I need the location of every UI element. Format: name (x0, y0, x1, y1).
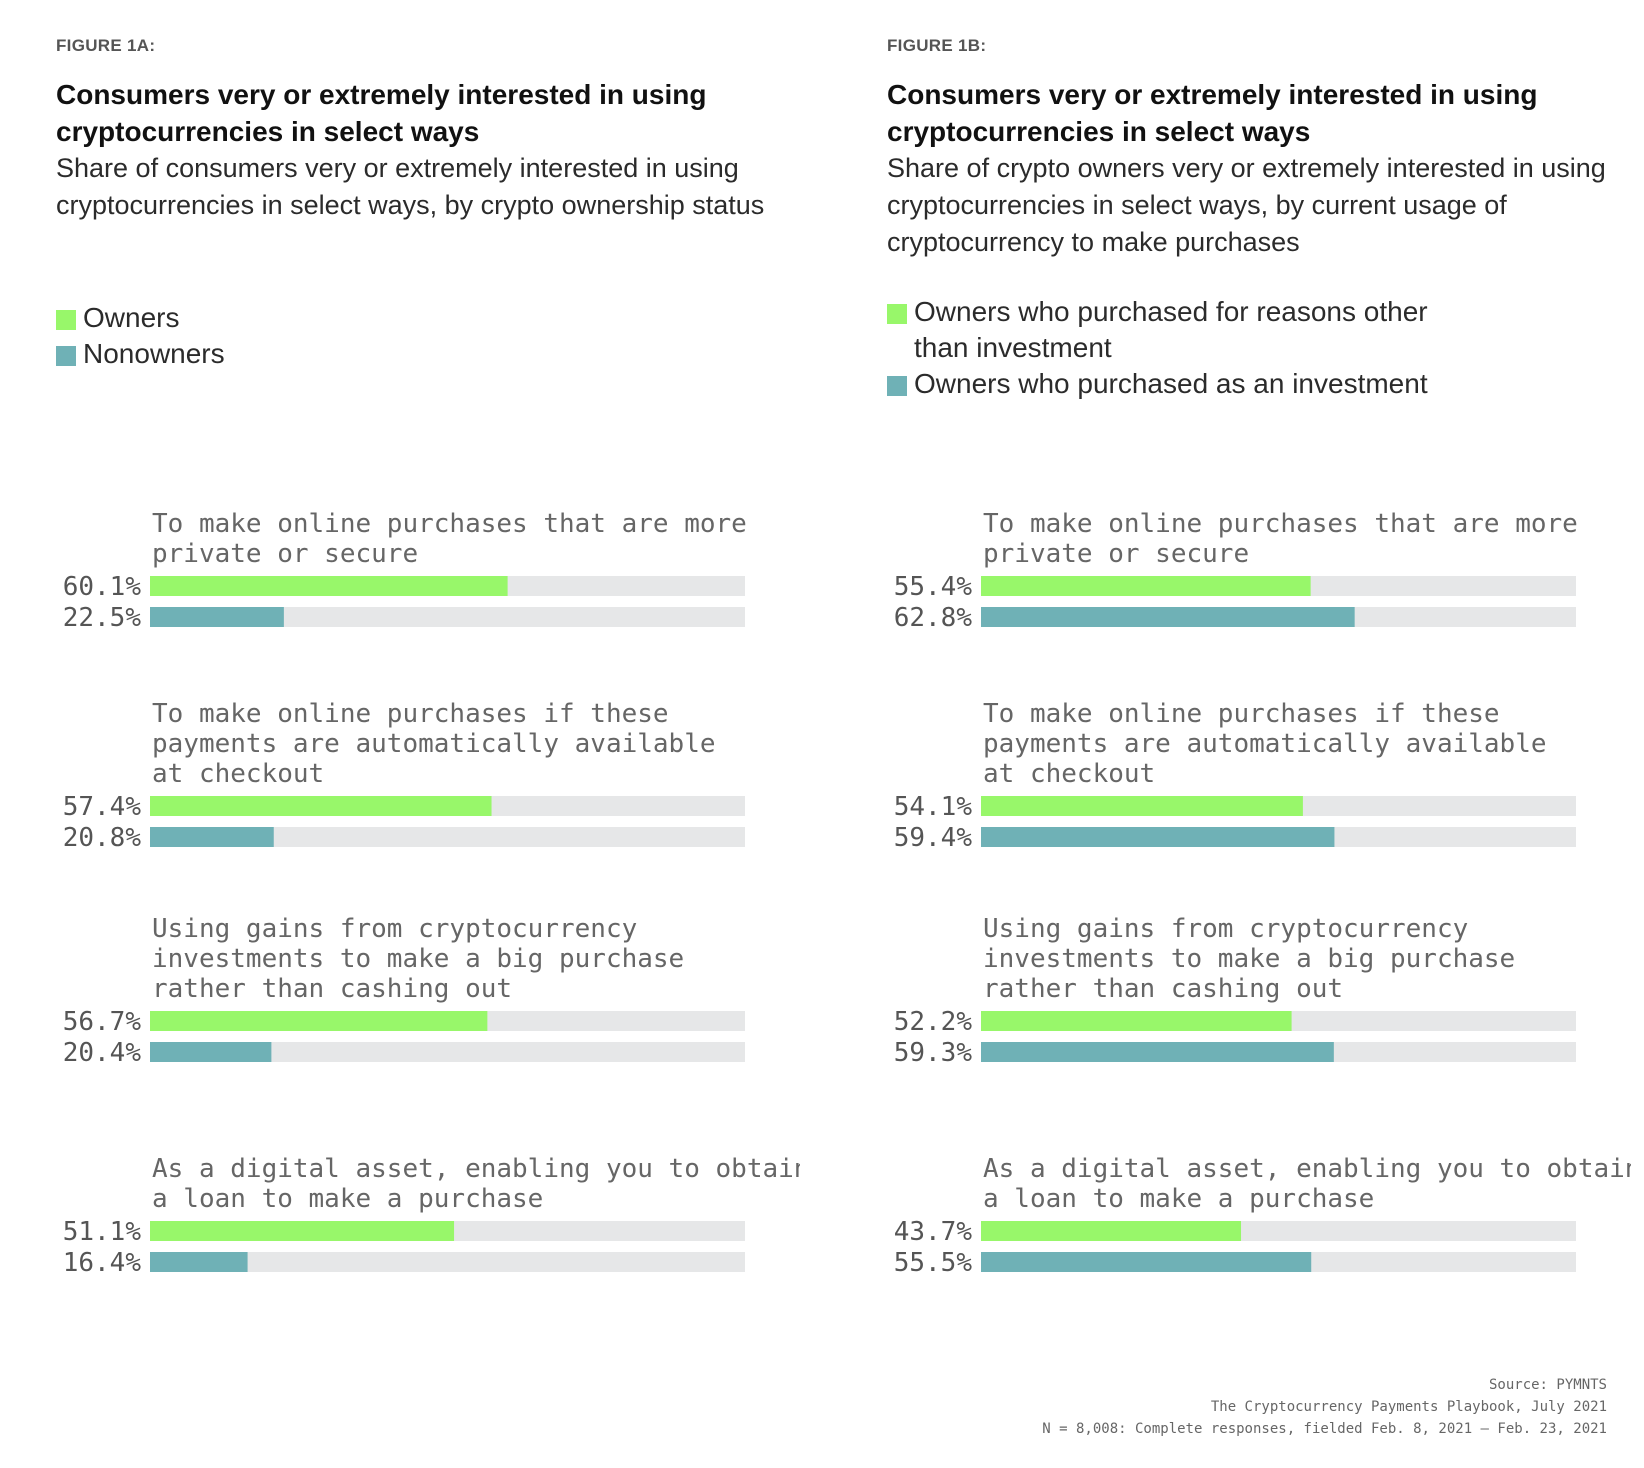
bar-green (150, 796, 492, 816)
value-label: 20.8% (63, 823, 142, 853)
category-label: Using gains from cryptocurrency (983, 914, 1468, 944)
category-label: To make online purchases that are more (152, 509, 747, 539)
category-label: Using gains from cryptocurrency (152, 914, 637, 944)
category-label: a loan to make a purchase (983, 1184, 1374, 1214)
category-label: investments to make a big purchase (152, 944, 684, 974)
value-label: 51.1% (63, 1217, 142, 1247)
bar-green (981, 1221, 1242, 1241)
category-label: at checkout (983, 759, 1155, 789)
value-label: 56.7% (63, 1007, 142, 1037)
bar-teal (981, 1252, 1312, 1272)
figure-label: FIGURE 1B: (887, 36, 987, 55)
category-group: To make online purchases that are morepr… (894, 509, 1578, 633)
sample-line: N = 8,008: Complete responses, fielded F… (1042, 1421, 1607, 1437)
legend-swatch-green (887, 304, 907, 324)
value-label: 52.2% (894, 1007, 973, 1037)
legend-label: Nonowners (83, 338, 225, 369)
bar-teal (981, 1042, 1334, 1062)
value-label: 22.5% (63, 603, 142, 633)
category-label: at checkout (152, 759, 324, 789)
category-group: To make online purchases if thesepayment… (63, 699, 745, 853)
category-group: Using gains from cryptocurrencyinvestmen… (894, 914, 1576, 1068)
bar-green (150, 1221, 455, 1241)
chart-title: Consumers very or extremely interested i… (887, 79, 1538, 147)
legend-swatch-teal (56, 346, 76, 366)
figure-1a-panel: FIGURE 1A: Consumers very or extremely i… (56, 0, 800, 1380)
value-label: 60.1% (63, 572, 142, 602)
bar-teal (150, 827, 274, 847)
category-label: rather than cashing out (152, 974, 512, 1004)
value-label: 20.4% (63, 1038, 142, 1068)
value-label: 43.7% (894, 1217, 973, 1247)
value-label: 54.1% (894, 792, 973, 822)
value-label: 59.4% (894, 823, 973, 853)
bar-teal (150, 1042, 272, 1062)
chart-title: Consumers very or extremely interested i… (56, 79, 707, 147)
bar-track (150, 1252, 745, 1272)
value-label: 62.8% (894, 603, 973, 633)
value-label: 16.4% (63, 1248, 142, 1278)
legend-label: Owners who purchased for reasons other t… (914, 296, 1428, 363)
legend-swatch-teal (887, 376, 907, 396)
category-group: To make online purchases that are morepr… (63, 509, 747, 633)
category-group: Using gains from cryptocurrencyinvestmen… (63, 914, 745, 1068)
bar-track (150, 1042, 745, 1062)
chart-subtitle: Share of crypto owners very or extremely… (887, 153, 1606, 257)
category-label: To make online purchases that are more (983, 509, 1578, 539)
bar-green (981, 1011, 1292, 1031)
legend-swatch-green (56, 310, 76, 330)
bar-green (981, 796, 1303, 816)
category-label: To make online purchases if these (152, 699, 669, 729)
source-footer: Source: PYMNTS The Cryptocurrency Paymen… (1042, 1374, 1607, 1440)
category-label: rather than cashing out (983, 974, 1343, 1004)
category-group: As a digital asset, enabling you to obta… (63, 1154, 800, 1278)
legend-label: Owners who purchased as an investment (914, 368, 1428, 399)
legend-item-non-investment: Owners who purchased for reasons other t… (887, 294, 1487, 366)
category-label: private or secure (152, 539, 418, 569)
legend-label: Owners (83, 302, 180, 333)
category-label: payments are automatically available (152, 729, 716, 759)
value-label: 55.4% (894, 572, 973, 602)
category-group: As a digital asset, enabling you to obta… (894, 1154, 1631, 1278)
category-group: To make online purchases if thesepayment… (894, 699, 1576, 853)
value-label: 57.4% (63, 792, 142, 822)
bar-track (150, 607, 745, 627)
bar-teal (981, 607, 1355, 627)
legend-item-investment: Owners who purchased as an investment (887, 366, 1487, 402)
bar-green (981, 576, 1311, 596)
category-label: payments are automatically available (983, 729, 1547, 759)
value-label: 59.3% (894, 1038, 973, 1068)
category-label: investments to make a big purchase (983, 944, 1515, 974)
legend-item-nonowners: Nonowners (56, 336, 776, 372)
bar-track (150, 827, 745, 847)
category-label: a loan to make a purchase (152, 1184, 543, 1214)
category-label: As a digital asset, enabling you to obta… (983, 1154, 1631, 1184)
bar-chart-1a: To make online purchases that are morepr… (63, 509, 800, 1278)
source-line: Source: PYMNTS (1488, 1377, 1607, 1393)
category-label: As a digital asset, enabling you to obta… (152, 1154, 800, 1184)
figure-1b-panel: FIGURE 1B: Consumers very or extremely i… (887, 0, 1631, 1380)
legend-item-owners: Owners (56, 300, 776, 336)
bar-chart-1b: To make online purchases that are morepr… (894, 509, 1631, 1278)
category-label: To make online purchases if these (983, 699, 1500, 729)
legend: Owners Nonowners (56, 300, 776, 372)
publication-line: The Cryptocurrency Payments Playbook, Ju… (1210, 1399, 1607, 1415)
bar-green (150, 576, 508, 596)
chart-subtitle: Share of consumers very or extremely int… (56, 153, 765, 220)
category-label: private or secure (983, 539, 1249, 569)
bar-teal (981, 827, 1335, 847)
legend: Owners who purchased for reasons other t… (887, 294, 1487, 402)
bar-green (150, 1011, 488, 1031)
figure-label: FIGURE 1A: (56, 36, 156, 55)
bar-teal (150, 607, 284, 627)
bar-teal (150, 1252, 248, 1272)
value-label: 55.5% (894, 1248, 973, 1278)
